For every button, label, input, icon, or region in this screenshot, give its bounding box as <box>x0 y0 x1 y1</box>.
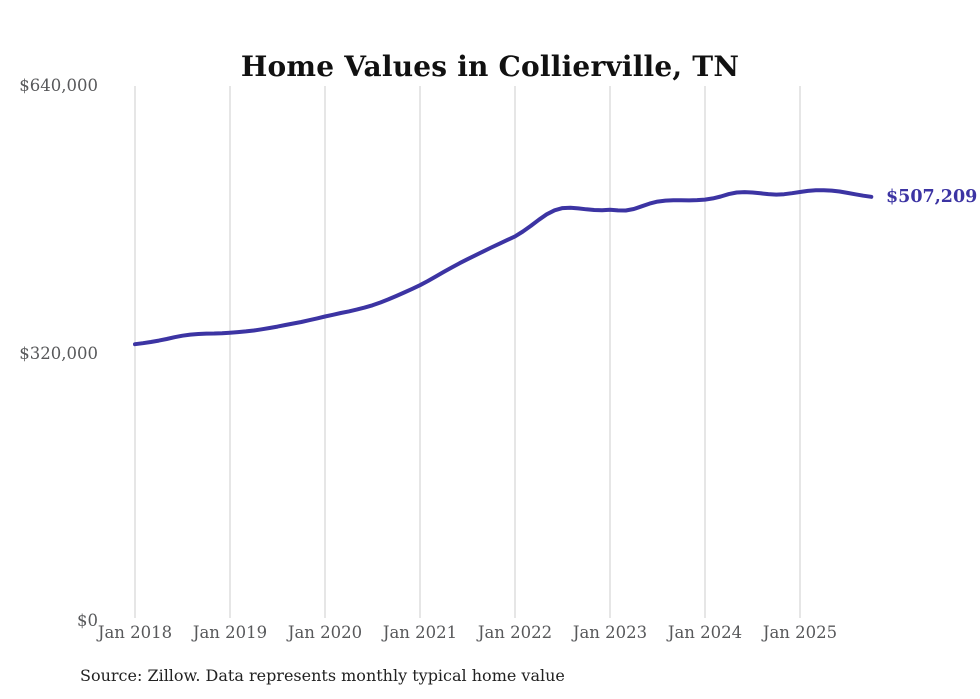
x-tick-label-jan2025: Jan 2025 <box>762 623 838 642</box>
source-note: Source: Zillow. Data represents monthly … <box>80 666 565 685</box>
x-tick-label-jan2018: Jan 2018 <box>97 623 173 642</box>
x-tick-label-jan2022: Jan 2022 <box>477 623 553 642</box>
x-tick-label-jan2019: Jan 2019 <box>192 623 268 642</box>
x-tick-label-jan2020: Jan 2020 <box>287 623 363 642</box>
latest-value-label: $507,209 <box>886 186 978 207</box>
x-tick-label-jan2023: Jan 2023 <box>572 623 648 642</box>
x-tick-label-jan2021: Jan 2021 <box>382 623 458 642</box>
y-tick-label-640000: $640,000 <box>19 76 98 95</box>
y-tick-label-320000: $320,000 <box>19 344 98 363</box>
home-value-line-series <box>133 188 874 347</box>
chart-title: Home Values in Collierville, TN <box>240 49 740 83</box>
x-tick-label-jan2024: Jan 2024 <box>667 623 743 642</box>
y-tick-label-0: $0 <box>77 611 98 630</box>
